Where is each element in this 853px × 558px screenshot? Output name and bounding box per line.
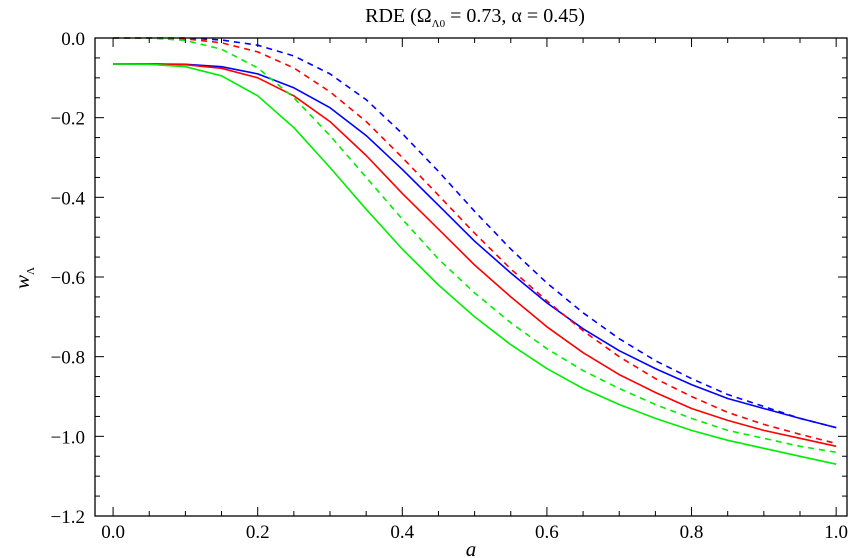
x-tick-label: 0.8 xyxy=(680,522,704,543)
series-line-2-dashed xyxy=(113,37,837,429)
series-line-3-solid xyxy=(113,63,837,448)
chart-title-prefix: RDE (Ω xyxy=(365,5,432,27)
series-line-6-dashed xyxy=(113,37,837,454)
y-axis-label-main: w xyxy=(10,275,34,289)
x-tick-label: 0.2 xyxy=(246,522,270,543)
x-tick-label: 0.0 xyxy=(101,522,125,543)
x-tick-label: 1.0 xyxy=(824,522,848,543)
x-tick-label: 0.6 xyxy=(535,522,559,543)
series-line-5-solid xyxy=(113,63,837,465)
y-tick-label: −0.2 xyxy=(51,109,85,130)
y-tick-label: 0.0 xyxy=(61,29,85,50)
series-line-1-solid xyxy=(113,63,837,429)
y-axis-label-subscript: Λ xyxy=(25,267,37,275)
y-tick-label: −0.8 xyxy=(51,348,85,369)
series-line-4-dashed xyxy=(113,37,837,445)
chart-title-subscript: Λ0 xyxy=(432,18,446,30)
tick-label-layer: 0.0 0.2 0.4 0.6 0.8 1.0 0.0 −0.2 −0.4 −0.6 −0.8 −1.… xyxy=(51,29,848,543)
chart-title-suffix: = 0.73, α = 0.45) xyxy=(445,5,585,27)
tick-layer xyxy=(95,37,847,517)
series-layer xyxy=(113,37,837,465)
chart-title: RDE (ΩΛ0 = 0.73, α = 0.45) xyxy=(365,5,585,30)
plot-frame xyxy=(94,37,848,517)
x-axis-label: a xyxy=(466,537,477,558)
y-tick-label: −0.6 xyxy=(51,268,85,289)
y-axis-label: wΛ xyxy=(10,267,37,289)
x-tick-label: 0.4 xyxy=(390,522,414,543)
y-tick-label: −0.4 xyxy=(51,188,86,209)
y-tick-label: −1.0 xyxy=(51,427,85,448)
y-tick-label: −1.2 xyxy=(51,507,85,528)
